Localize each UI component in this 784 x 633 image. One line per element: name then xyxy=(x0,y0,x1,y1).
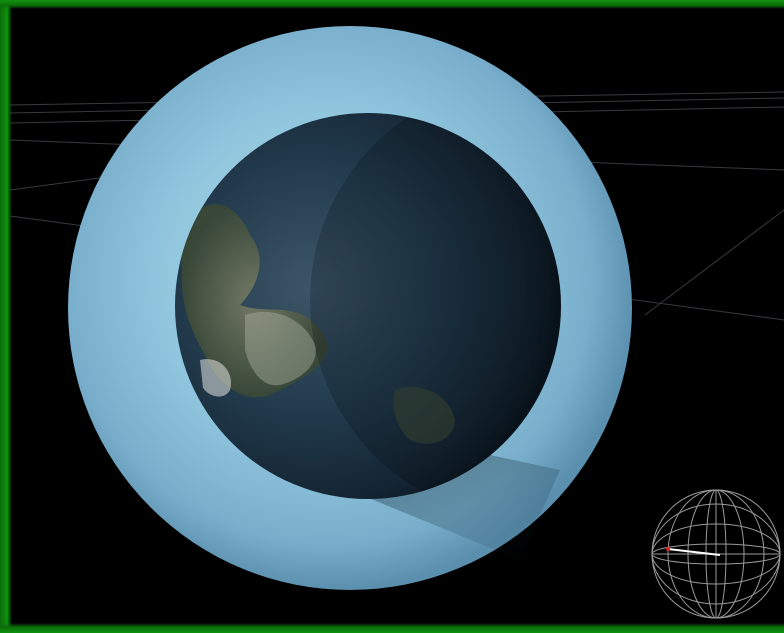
planet-landmass xyxy=(180,113,561,499)
wireframe-globe-icon[interactable] xyxy=(650,487,782,621)
frame-bottom-edge xyxy=(0,623,784,633)
pointer-origin xyxy=(666,547,670,551)
frame-top-edge xyxy=(0,0,784,9)
frame-left-edge xyxy=(0,0,12,633)
planet[interactable] xyxy=(175,80,750,520)
orientation-pointer xyxy=(667,548,721,556)
